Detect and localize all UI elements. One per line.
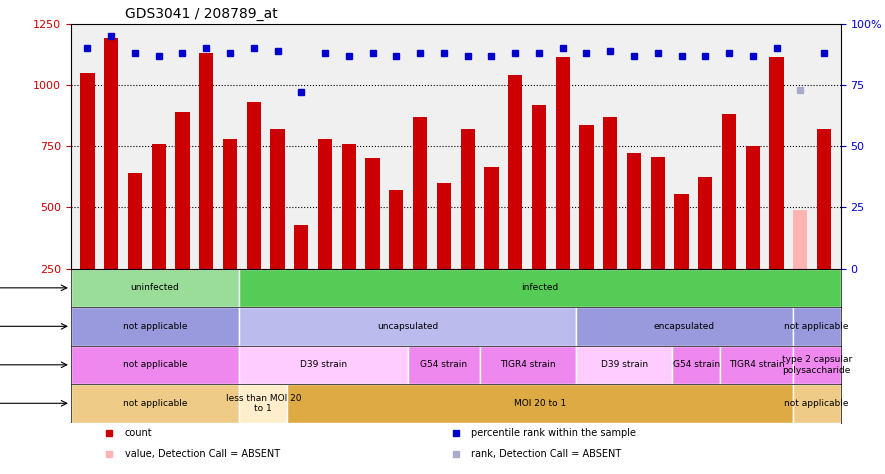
Bar [223, 139, 237, 269]
Text: percentile rank within the sample: percentile rank within the sample [471, 428, 636, 438]
FancyBboxPatch shape [793, 384, 841, 422]
Text: MOI 20 to 1: MOI 20 to 1 [514, 399, 566, 408]
Text: type 2 capsular
polysaccharide: type 2 capsular polysaccharide [781, 355, 852, 374]
FancyBboxPatch shape [71, 269, 239, 307]
FancyBboxPatch shape [576, 346, 673, 384]
FancyBboxPatch shape [408, 346, 480, 384]
Text: not applicable: not applicable [784, 322, 849, 331]
Bar [199, 53, 213, 269]
Text: not applicable: not applicable [784, 399, 849, 408]
FancyBboxPatch shape [239, 346, 408, 384]
Bar [650, 157, 665, 269]
Bar [674, 194, 689, 269]
Bar [603, 117, 618, 269]
FancyBboxPatch shape [71, 384, 239, 422]
Text: GDS3041 / 208789_at: GDS3041 / 208789_at [125, 7, 277, 21]
Text: count: count [125, 428, 152, 438]
Bar [508, 75, 522, 269]
Text: uninfected: uninfected [131, 283, 180, 292]
Bar [746, 146, 760, 269]
FancyBboxPatch shape [793, 346, 841, 384]
Text: not applicable: not applicable [123, 322, 188, 331]
Bar [127, 173, 142, 269]
FancyBboxPatch shape [71, 346, 239, 384]
Bar [81, 73, 95, 269]
FancyBboxPatch shape [720, 346, 793, 384]
FancyBboxPatch shape [239, 307, 576, 346]
FancyBboxPatch shape [793, 307, 841, 346]
Bar [698, 177, 712, 269]
Bar [817, 129, 831, 269]
Bar [294, 225, 309, 269]
Bar [318, 139, 332, 269]
Text: uncapsulated: uncapsulated [377, 322, 438, 331]
Bar [175, 112, 189, 269]
Bar [580, 125, 594, 269]
FancyBboxPatch shape [239, 384, 288, 422]
Bar [271, 129, 285, 269]
FancyBboxPatch shape [239, 269, 841, 307]
FancyBboxPatch shape [673, 346, 720, 384]
FancyBboxPatch shape [480, 346, 576, 384]
FancyBboxPatch shape [71, 307, 239, 346]
Text: infected: infected [521, 283, 558, 292]
Text: rank, Detection Call = ABSENT: rank, Detection Call = ABSENT [471, 449, 621, 459]
Text: D39 strain: D39 strain [300, 360, 347, 369]
Text: not applicable: not applicable [123, 360, 188, 369]
Bar [389, 190, 404, 269]
Bar [484, 167, 498, 269]
Bar [722, 114, 736, 269]
Bar [532, 105, 546, 269]
Bar [366, 158, 380, 269]
Bar [342, 144, 356, 269]
Bar [769, 57, 784, 269]
Text: TIGR4 strain: TIGR4 strain [500, 360, 556, 369]
Bar [460, 129, 474, 269]
Text: G54 strain: G54 strain [673, 360, 720, 369]
Text: less than MOI 20
to 1: less than MOI 20 to 1 [226, 393, 301, 413]
Text: TIGR4 strain: TIGR4 strain [728, 360, 784, 369]
Bar [151, 144, 165, 269]
Bar [247, 102, 261, 269]
FancyBboxPatch shape [576, 307, 793, 346]
Bar [556, 57, 570, 269]
Bar [104, 38, 119, 269]
FancyBboxPatch shape [288, 384, 793, 422]
Text: G54 strain: G54 strain [420, 360, 467, 369]
Bar [793, 210, 807, 269]
Bar [437, 183, 451, 269]
Bar [413, 117, 427, 269]
Text: not applicable: not applicable [123, 399, 188, 408]
Text: encapsulated: encapsulated [654, 322, 715, 331]
Text: value, Detection Call = ABSENT: value, Detection Call = ABSENT [125, 449, 280, 459]
Bar [627, 154, 641, 269]
Text: D39 strain: D39 strain [601, 360, 648, 369]
